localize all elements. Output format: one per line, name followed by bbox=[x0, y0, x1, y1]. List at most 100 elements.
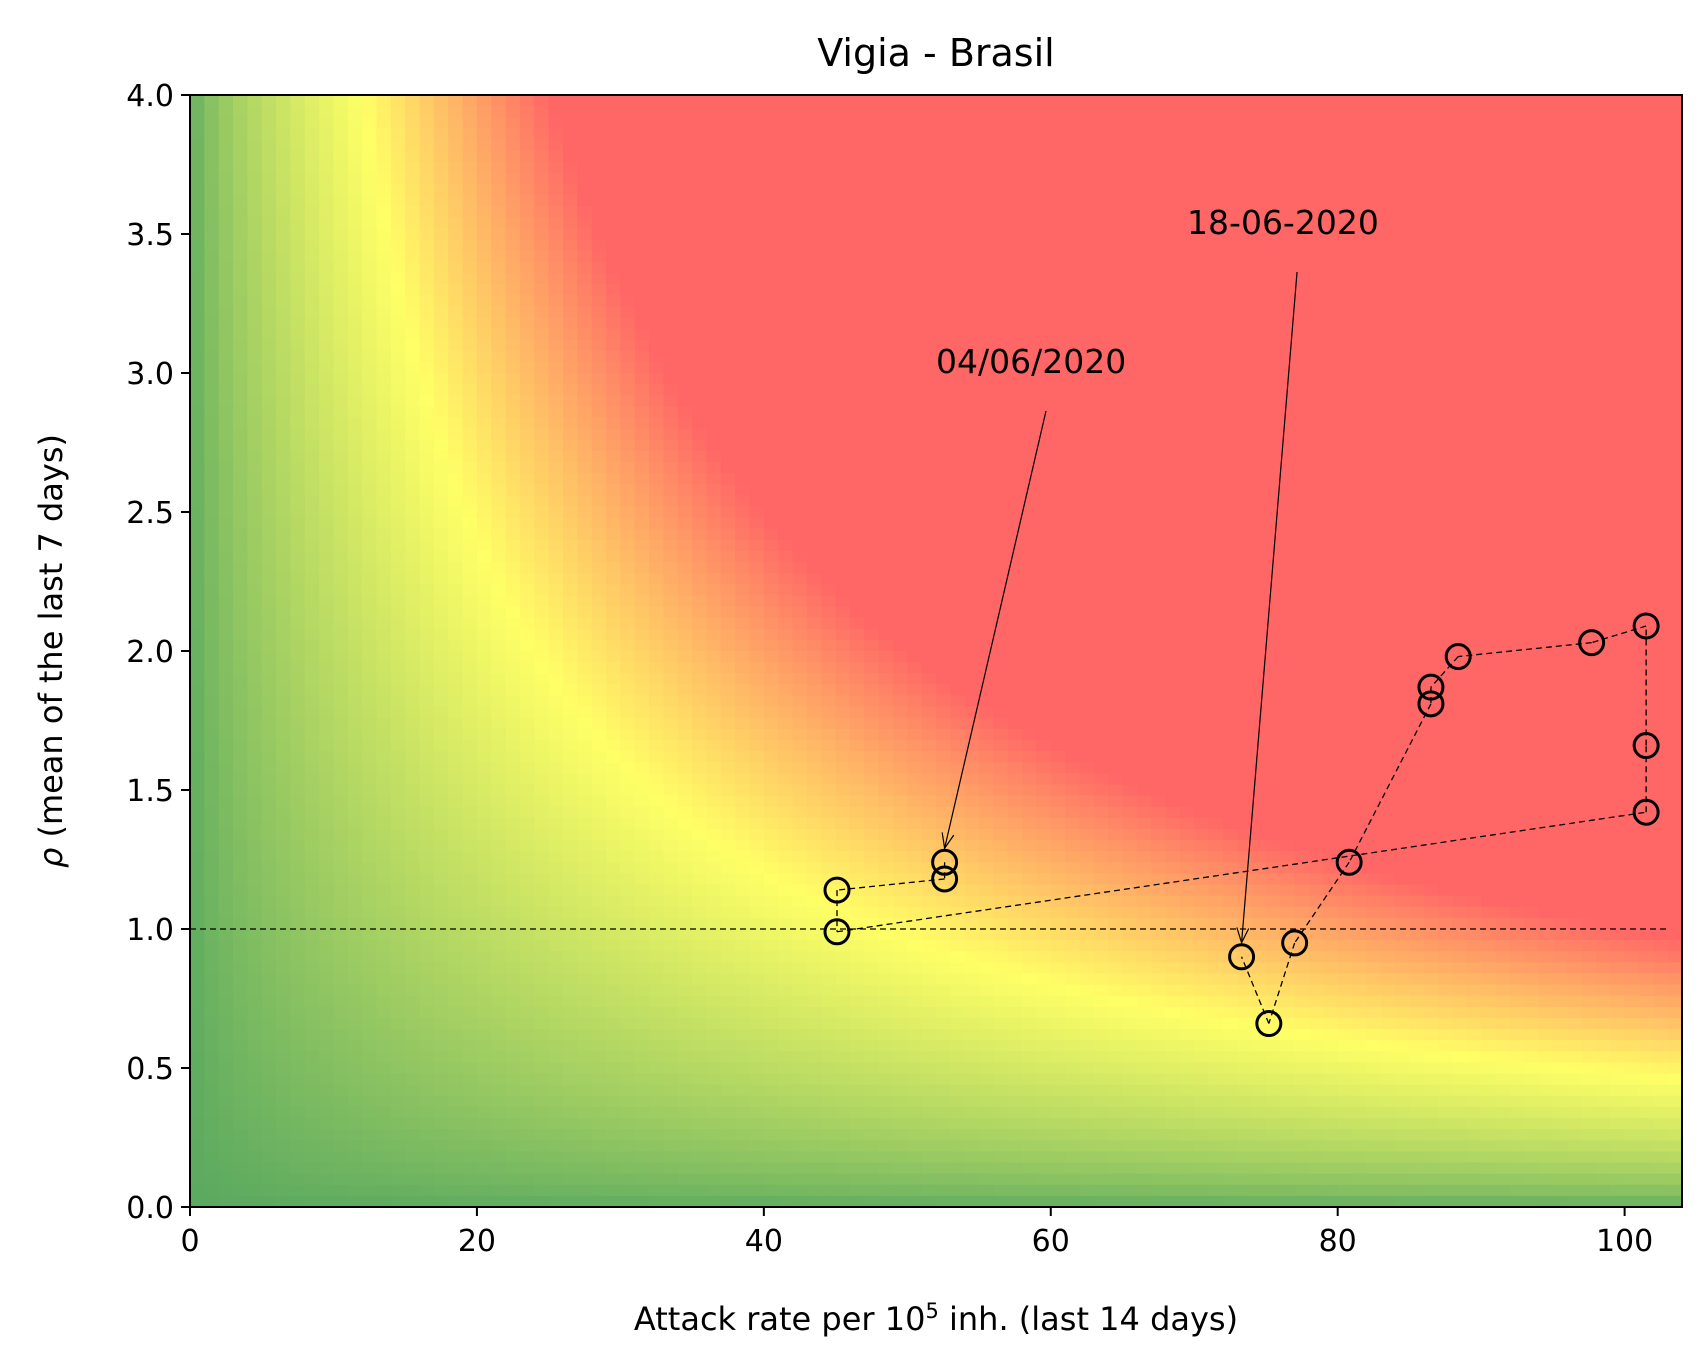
heatmap-cell bbox=[519, 1051, 535, 1064]
heatmap-cell bbox=[720, 406, 736, 419]
heatmap-cell bbox=[491, 573, 507, 585]
heatmap-cell bbox=[720, 1073, 736, 1086]
heatmap-cell bbox=[720, 962, 736, 975]
heatmap-cell bbox=[190, 406, 205, 419]
heatmap-cell bbox=[433, 1129, 449, 1141]
heatmap-cell bbox=[749, 528, 765, 541]
heatmap-cell bbox=[548, 929, 564, 941]
heatmap-cell bbox=[362, 128, 378, 141]
heatmap-cell bbox=[677, 617, 693, 630]
heatmap-cell bbox=[563, 717, 578, 730]
heatmap-cell bbox=[749, 195, 765, 207]
heatmap-cell bbox=[548, 739, 564, 752]
heatmap-cell bbox=[534, 373, 550, 385]
heatmap-cell bbox=[864, 962, 880, 975]
heatmap-cell bbox=[692, 506, 708, 519]
heatmap-cell bbox=[491, 840, 507, 852]
heatmap-cell bbox=[649, 239, 665, 252]
heatmap-cell bbox=[247, 1118, 263, 1130]
heatmap-cell bbox=[634, 1095, 650, 1108]
heatmap-cell bbox=[864, 139, 880, 152]
heatmap-cell bbox=[218, 1118, 234, 1130]
heatmap-cell bbox=[835, 573, 851, 585]
heatmap-cell bbox=[448, 1173, 464, 1186]
heatmap-cell bbox=[390, 951, 406, 963]
heatmap-cell bbox=[620, 606, 636, 619]
heatmap-cell bbox=[534, 917, 550, 930]
heatmap-cell bbox=[663, 150, 679, 163]
heatmap-cell bbox=[663, 428, 679, 441]
heatmap-cell bbox=[491, 361, 507, 374]
heatmap-cell bbox=[304, 606, 320, 619]
heatmap-cell bbox=[362, 1118, 378, 1130]
heatmap-cell bbox=[433, 117, 449, 129]
heatmap-cell bbox=[390, 840, 406, 852]
heatmap-cell bbox=[304, 228, 320, 241]
heatmap-cell bbox=[591, 117, 607, 129]
heatmap-cell bbox=[735, 1162, 751, 1175]
heatmap-cell bbox=[892, 1162, 908, 1175]
heatmap-cell bbox=[591, 172, 607, 185]
heatmap-cell bbox=[362, 762, 378, 774]
heatmap-cell bbox=[706, 1040, 722, 1052]
heatmap-cell bbox=[419, 228, 435, 241]
heatmap-cell bbox=[390, 128, 406, 141]
heatmap-cell bbox=[591, 617, 607, 630]
heatmap-cell bbox=[663, 395, 679, 407]
heatmap-cell bbox=[620, 773, 636, 786]
heatmap-cell bbox=[864, 517, 880, 530]
heatmap-cell bbox=[419, 1017, 435, 1030]
heatmap-cell bbox=[749, 1129, 765, 1141]
heatmap-cell bbox=[519, 1062, 535, 1075]
heatmap-cell bbox=[433, 1084, 449, 1097]
heatmap-cell bbox=[577, 506, 593, 519]
heatmap-cell bbox=[749, 617, 765, 630]
heatmap-cell bbox=[864, 862, 880, 874]
heatmap-cell bbox=[735, 1184, 751, 1197]
heatmap-cell bbox=[821, 1029, 837, 1041]
heatmap-cell bbox=[390, 1017, 406, 1030]
heatmap-cell bbox=[649, 250, 665, 263]
heatmap-cell bbox=[606, 117, 621, 129]
heatmap-cell bbox=[491, 951, 507, 963]
heatmap-cell bbox=[706, 1173, 722, 1186]
heatmap-cell bbox=[519, 217, 535, 230]
heatmap-cell bbox=[620, 929, 636, 941]
heatmap-cell bbox=[433, 817, 449, 830]
heatmap-cell bbox=[749, 673, 765, 685]
heatmap-cell bbox=[606, 673, 621, 685]
heatmap-cell bbox=[677, 673, 693, 685]
heatmap-cell bbox=[706, 673, 722, 685]
heatmap-cell bbox=[276, 995, 292, 1008]
heatmap-cell bbox=[462, 828, 478, 841]
heatmap-cell bbox=[247, 784, 263, 797]
heatmap-cell bbox=[735, 539, 751, 552]
heatmap-cell bbox=[261, 595, 277, 608]
heatmap-cell bbox=[505, 1073, 521, 1086]
heatmap-cell bbox=[390, 1173, 406, 1186]
heatmap-cell bbox=[548, 895, 564, 908]
heatmap-cell bbox=[735, 940, 751, 952]
heatmap-cell bbox=[663, 517, 679, 530]
heatmap-cell bbox=[720, 1006, 736, 1019]
heatmap-cell bbox=[620, 106, 636, 118]
heatmap-cell bbox=[290, 417, 306, 430]
heatmap-cell bbox=[433, 473, 449, 485]
heatmap-cell bbox=[476, 617, 492, 630]
heatmap-cell bbox=[878, 317, 894, 330]
heatmap-cell bbox=[405, 840, 421, 852]
heatmap-cell bbox=[376, 906, 392, 919]
heatmap-cell bbox=[333, 617, 349, 630]
heatmap-cell bbox=[362, 206, 378, 218]
heatmap-cell bbox=[462, 172, 478, 185]
heatmap-cell bbox=[706, 183, 722, 196]
heatmap-cell bbox=[606, 1073, 621, 1086]
heatmap-cell bbox=[806, 984, 822, 997]
heatmap-cell bbox=[204, 751, 220, 763]
heatmap-cell bbox=[763, 1184, 779, 1197]
heatmap-cell bbox=[649, 762, 665, 774]
heatmap-cell bbox=[247, 795, 263, 808]
heatmap-cell bbox=[548, 1051, 564, 1064]
heatmap-cell bbox=[390, 417, 406, 430]
heatmap-cell bbox=[333, 817, 349, 830]
